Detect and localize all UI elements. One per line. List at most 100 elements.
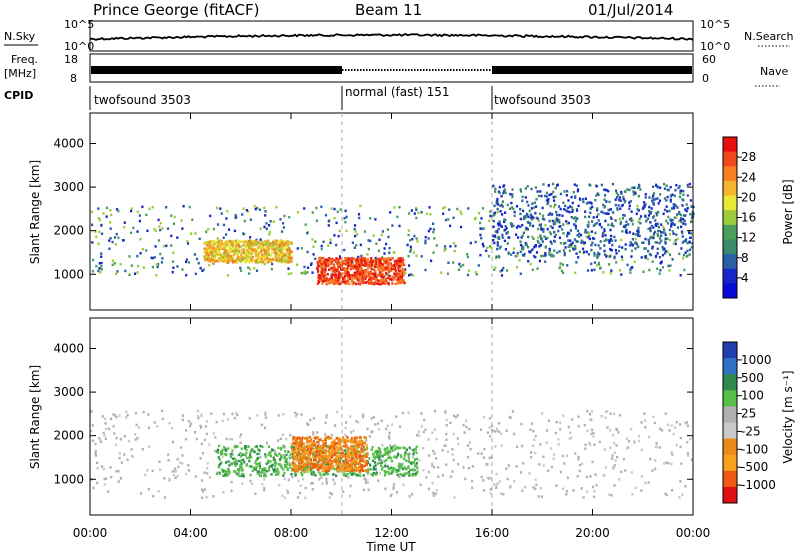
scatter-cell <box>433 237 436 240</box>
scatter-cell <box>369 272 372 276</box>
scatter-cell <box>283 463 287 467</box>
scatter-cell <box>223 244 226 247</box>
scatter-cell <box>684 421 687 425</box>
scatter-cell <box>269 464 272 468</box>
scatter-cell <box>574 227 577 230</box>
scatter-cell <box>374 461 377 464</box>
scatter-cell <box>291 456 294 459</box>
scatter-cell <box>279 246 282 250</box>
scatter-cell <box>258 242 261 245</box>
scatter-cell <box>663 208 667 212</box>
scatter-cell <box>339 268 343 271</box>
scatter-cell <box>355 244 358 247</box>
scatter-cell <box>359 243 362 247</box>
scatter-cell <box>330 207 333 210</box>
scatter-cell <box>200 442 203 446</box>
scatter-cell <box>586 224 589 227</box>
scatter-cell <box>507 252 510 255</box>
scatter-cell <box>360 278 363 281</box>
scatter-cell <box>501 233 504 237</box>
scatter-cell <box>365 264 368 267</box>
scatter-cell <box>305 436 309 440</box>
scatter-cell <box>490 246 493 249</box>
scatter-cell <box>612 224 615 228</box>
scatter-cell <box>391 224 394 227</box>
scatter-cell <box>214 260 217 263</box>
scatter-cell <box>490 424 494 428</box>
scatter-cell <box>553 219 557 222</box>
scatter-cell <box>359 437 362 440</box>
noise-tick-right-bottom: 10^0 <box>700 40 730 53</box>
scatter-cell <box>271 463 274 467</box>
scatter-cell <box>312 470 315 474</box>
scatter-cell <box>634 237 637 241</box>
scatter-cell <box>547 419 550 422</box>
scatter-cell <box>282 252 285 255</box>
scatter-cell <box>502 185 505 188</box>
scatter-cell <box>91 439 95 442</box>
scatter-cell <box>586 429 589 433</box>
scatter-cell <box>349 264 352 268</box>
scatter-cell <box>633 440 636 443</box>
scatter-cell <box>527 204 530 207</box>
scatter-cell <box>546 236 549 240</box>
scatter-cell <box>553 453 556 456</box>
scatter-cell <box>360 464 363 467</box>
scatter-cell <box>245 246 249 249</box>
scatter-cell <box>232 240 235 243</box>
scatter-cell <box>429 213 432 216</box>
scatter-cell <box>493 268 496 271</box>
scatter-cell <box>172 266 175 269</box>
scatter-cell <box>201 490 204 493</box>
scatter-cell <box>521 199 524 202</box>
scatter-cell <box>412 453 415 456</box>
scatter-cell <box>322 274 325 278</box>
scatter-cell <box>358 263 361 267</box>
scatter-cell <box>209 240 212 243</box>
scatter-cell <box>574 244 577 248</box>
scatter-cell <box>686 452 689 455</box>
scatter-cell <box>482 244 485 248</box>
scatter-cell <box>287 256 290 259</box>
scatter-cell <box>561 263 564 266</box>
scatter-cell <box>466 273 470 277</box>
scatter-cell <box>588 215 591 219</box>
scatter-cell <box>519 212 522 216</box>
scatter-cell <box>342 459 345 463</box>
scatter-cell <box>381 282 384 285</box>
scatter-cell <box>564 204 567 208</box>
scatter-cell <box>258 474 262 477</box>
scatter-cell <box>307 461 310 464</box>
scatter-cell <box>217 456 220 459</box>
scatter-cell <box>286 244 289 248</box>
scatter-cell <box>327 460 330 463</box>
scatter-cell <box>503 188 506 191</box>
scatter-cell <box>456 414 459 417</box>
velocity-scatter-layer <box>90 409 693 500</box>
scatter-cell <box>358 443 362 446</box>
scatter-cell <box>157 263 160 266</box>
scatter-cell <box>365 459 368 463</box>
scatter-cell <box>682 222 685 225</box>
scatter-cell <box>345 459 348 462</box>
scatter-cell <box>306 266 310 269</box>
scatter-cell <box>546 227 549 231</box>
range-tick-label: 4000 <box>53 342 84 356</box>
scatter-cell <box>400 473 403 476</box>
scatter-cell <box>222 412 226 416</box>
scatter-cell <box>349 439 352 443</box>
scatter-cell <box>651 199 654 203</box>
scatter-cell <box>236 255 240 258</box>
scatter-cell <box>211 240 214 243</box>
scatter-cell <box>399 454 402 457</box>
scatter-cell <box>548 250 551 254</box>
scatter-cell <box>550 242 553 245</box>
scatter-cell <box>374 256 377 260</box>
scatter-cell <box>639 221 642 225</box>
scatter-cell <box>686 241 689 245</box>
scatter-cell <box>587 231 591 234</box>
scatter-cell <box>314 240 317 243</box>
scatter-cell <box>212 227 216 231</box>
scatter-cell <box>637 186 640 190</box>
